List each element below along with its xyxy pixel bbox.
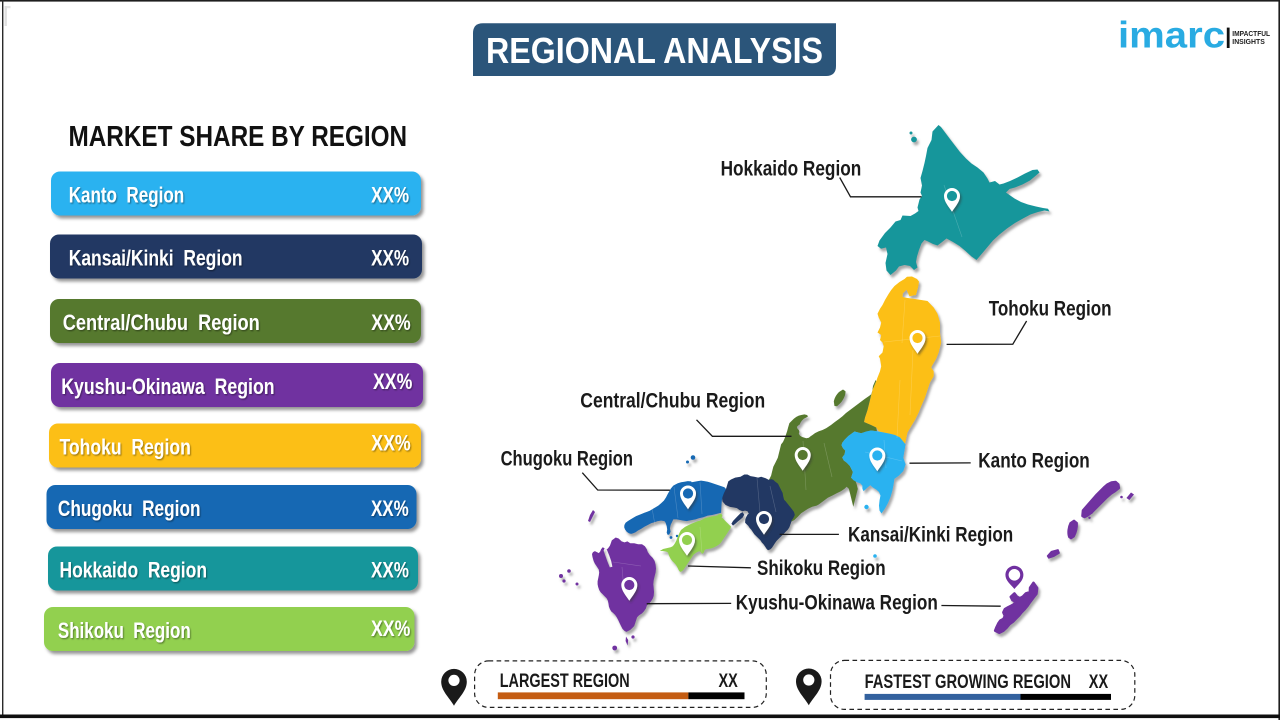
svg-text:XX: XX — [719, 671, 739, 692]
svg-text:XX%: XX% — [373, 369, 412, 394]
svg-text:Central/Chubu Region: Central/Chubu Region — [63, 310, 260, 335]
svg-text:XX%: XX% — [371, 431, 410, 456]
svg-text:XX%: XX% — [371, 183, 409, 208]
svg-text:Kyushu-Okinawa Region: Kyushu-Okinawa Region — [61, 374, 274, 399]
svg-text:Kanto Region: Kanto Region — [978, 449, 1090, 473]
svg-text:Hokkaido Region: Hokkaido Region — [60, 558, 208, 583]
svg-text:MARKET SHARE BY REGION: MARKET SHARE BY REGION — [69, 121, 408, 153]
svg-text:Kansai/Kinki Region: Kansai/Kinki Region — [69, 246, 243, 271]
svg-text:XX%: XX% — [371, 496, 409, 521]
svg-text:Hokkaido Region: Hokkaido Region — [721, 156, 862, 180]
svg-text:XX%: XX% — [371, 558, 409, 583]
svg-text:Chugoku Region: Chugoku Region — [58, 496, 201, 521]
svg-text:FASTEST GROWING REGION: FASTEST GROWING REGION — [865, 672, 1071, 693]
svg-text:Shikoku Region: Shikoku Region — [757, 556, 886, 580]
svg-text:IMPACTFUL: IMPACTFUL — [1232, 31, 1270, 38]
svg-text:Kansai/Kinki Region: Kansai/Kinki Region — [848, 522, 1013, 546]
svg-text:LARGEST REGION: LARGEST REGION — [500, 671, 630, 692]
svg-text:XX: XX — [1089, 672, 1109, 693]
svg-text:Tohoku Region: Tohoku Region — [989, 297, 1112, 321]
svg-text:Tohoku Region: Tohoku Region — [60, 435, 191, 460]
svg-text:REGIONAL ANALYSIS: REGIONAL ANALYSIS — [486, 30, 823, 71]
svg-text:Shikoku Region: Shikoku Region — [58, 618, 191, 643]
svg-text:Kanto Region: Kanto Region — [69, 183, 185, 208]
svg-text:XX%: XX% — [371, 246, 409, 271]
svg-text:Central/Chubu Region: Central/Chubu Region — [580, 389, 765, 413]
svg-text:Chugoku Region: Chugoku Region — [501, 446, 633, 470]
svg-text:XX%: XX% — [371, 616, 410, 641]
svg-text:INSIGHTS: INSIGHTS — [1232, 39, 1265, 46]
svg-text:XX%: XX% — [371, 310, 410, 335]
svg-text:Kyushu-Okinawa Region: Kyushu-Okinawa Region — [736, 590, 938, 614]
svg-text:imarc: imarc — [1118, 15, 1225, 56]
